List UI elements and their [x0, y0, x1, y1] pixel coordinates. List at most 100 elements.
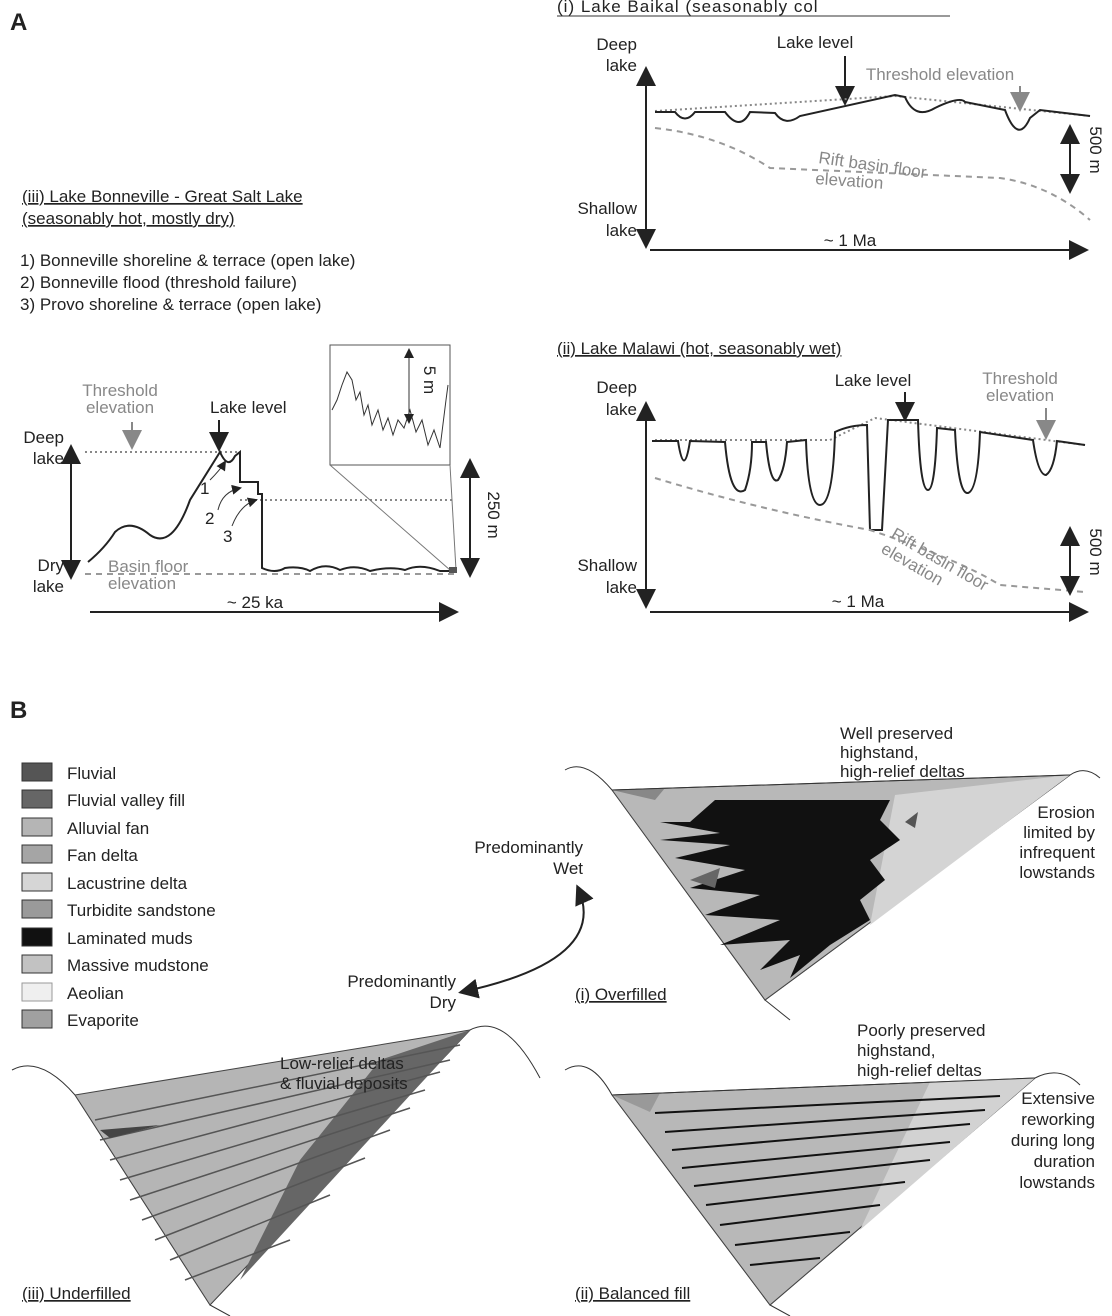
- annotation: Well preserved: [840, 724, 953, 743]
- balanced-basin: [564, 1065, 1081, 1316]
- label: Threshold: [982, 369, 1058, 388]
- axis-label: lake: [606, 221, 637, 240]
- panel-label: A: [10, 9, 27, 36]
- arrow: [231, 497, 258, 527]
- lake-level-curve: [655, 93, 1091, 131]
- arrow: [209, 460, 227, 481]
- overfilled-basin: [564, 766, 1101, 1021]
- annotation: limited by: [1023, 823, 1095, 842]
- label: Basin floor: [108, 557, 189, 576]
- legend-label: Aeolian: [67, 984, 124, 1003]
- annotation: during long: [1011, 1131, 1095, 1150]
- annotation: infrequent: [1019, 843, 1095, 862]
- basin-floor-line: [654, 127, 1091, 221]
- legend-swatch: [21, 817, 53, 837]
- scale-label: 500 m: [1086, 528, 1105, 575]
- list-item: 2) Bonneville flood (threshold failure): [20, 273, 297, 292]
- basin-title: (iii) Underfilled: [22, 1284, 131, 1303]
- scale-label: 5 m: [420, 366, 439, 394]
- leader-line: [449, 464, 457, 571]
- axis-label: Shallow: [577, 199, 637, 218]
- panel-label: B: [10, 697, 27, 724]
- legend-label: Fluvial: [67, 764, 116, 783]
- delta-fill: [612, 1093, 660, 1112]
- label: Threshold: [82, 381, 158, 400]
- annotation: highstand,: [840, 743, 918, 762]
- axis-label: ~ 1 Ma: [824, 231, 877, 250]
- label: elevation: [108, 574, 176, 593]
- marker: 2: [205, 509, 214, 528]
- inset-curve: [331, 370, 449, 449]
- fluvial-fill: [240, 1030, 470, 1280]
- axis-label: Deep: [596, 35, 637, 54]
- legend-swatch: [21, 982, 53, 1002]
- legend-swatch: [21, 927, 53, 947]
- arrow: [217, 484, 242, 511]
- legend-label: Laminated muds: [67, 929, 193, 948]
- legend-label: Alluvial fan: [67, 819, 149, 838]
- axis-label: lake: [606, 400, 637, 419]
- axis-label: ~ 25 ka: [227, 593, 284, 612]
- annotation: high-relief deltas: [857, 1061, 982, 1080]
- list-item: 1) Bonneville shoreline & terrace (open …: [20, 251, 355, 270]
- fluvial-fill: [905, 812, 918, 828]
- label: elevation: [815, 169, 884, 193]
- legend-swatch: [21, 1009, 53, 1029]
- marker: 1: [200, 479, 209, 498]
- axis-label: Deep: [23, 428, 64, 447]
- baikal-panel: (i) Lake Baikal (seasonably col Deep lak…: [557, 0, 1105, 260]
- legend-label: Fluvial valley fill: [67, 791, 185, 810]
- annotation: Predominantly: [347, 972, 456, 991]
- annotation: high-relief deltas: [840, 762, 965, 781]
- annotation: reworking: [1021, 1110, 1095, 1129]
- annotation: Dry: [430, 993, 457, 1012]
- inset-source: [449, 567, 457, 573]
- legend-swatch: [21, 762, 53, 782]
- climate-arrow: [458, 884, 594, 999]
- laminated-muds: [660, 800, 900, 978]
- label: Lake level: [835, 371, 912, 390]
- annotation: lowstands: [1019, 863, 1095, 882]
- annotation: duration: [1034, 1152, 1095, 1171]
- bonneville-panel: (iii) Lake Bonneville - Great Salt Lake …: [20, 187, 503, 622]
- scale-label: 250 m: [484, 491, 503, 538]
- scale-label: 500 m: [1086, 126, 1105, 173]
- basin-outline: [764, 999, 791, 1021]
- axis-label: lake: [33, 449, 64, 468]
- underfilled-basin: [11, 1025, 541, 1316]
- legend-swatch: [21, 954, 53, 974]
- annotation: Poorly preserved: [857, 1021, 986, 1040]
- label: elevation: [986, 386, 1054, 405]
- legend-label: Massive mudstone: [67, 956, 209, 975]
- annotation: Low-relief deltas: [280, 1054, 404, 1073]
- marker: 3: [223, 527, 232, 546]
- label: Lake level: [210, 398, 287, 417]
- strata: [654, 1095, 1001, 1266]
- lake-level-curve: [87, 449, 455, 573]
- annotation: Wet: [553, 859, 583, 878]
- list-item: 3) Provo shoreline & terrace (open lake): [20, 295, 321, 314]
- axis-label: Shallow: [577, 556, 637, 575]
- panel-title: (ii) Lake Malawi (hot, seasonably wet): [557, 339, 841, 358]
- label: Lake level: [777, 33, 854, 52]
- lake-level: [611, 1077, 1036, 1096]
- label: Threshold elevation: [866, 65, 1014, 84]
- lake-level: [611, 774, 1071, 791]
- axis-label: lake: [33, 577, 64, 596]
- strata: [94, 1044, 461, 1281]
- axis-label: Deep: [596, 378, 637, 397]
- annotation: highstand,: [857, 1041, 935, 1060]
- label: elevation: [86, 398, 154, 417]
- delta-fill: [860, 1078, 1035, 1230]
- legend-label: Fan delta: [67, 846, 138, 865]
- legend-swatch: [21, 872, 53, 892]
- basin-title: (i) Overfilled: [575, 985, 667, 1004]
- annotation: Extensive: [1021, 1089, 1095, 1108]
- axis-label: ~ 1 Ma: [832, 592, 885, 611]
- fluvial-fill: [690, 868, 720, 888]
- delta-fill: [870, 775, 1070, 925]
- lake-level-curve: [652, 419, 1086, 531]
- legend: Fluvial Fluvial valley fill Alluvial fan…: [21, 762, 216, 1030]
- basin-outline: [769, 1304, 791, 1316]
